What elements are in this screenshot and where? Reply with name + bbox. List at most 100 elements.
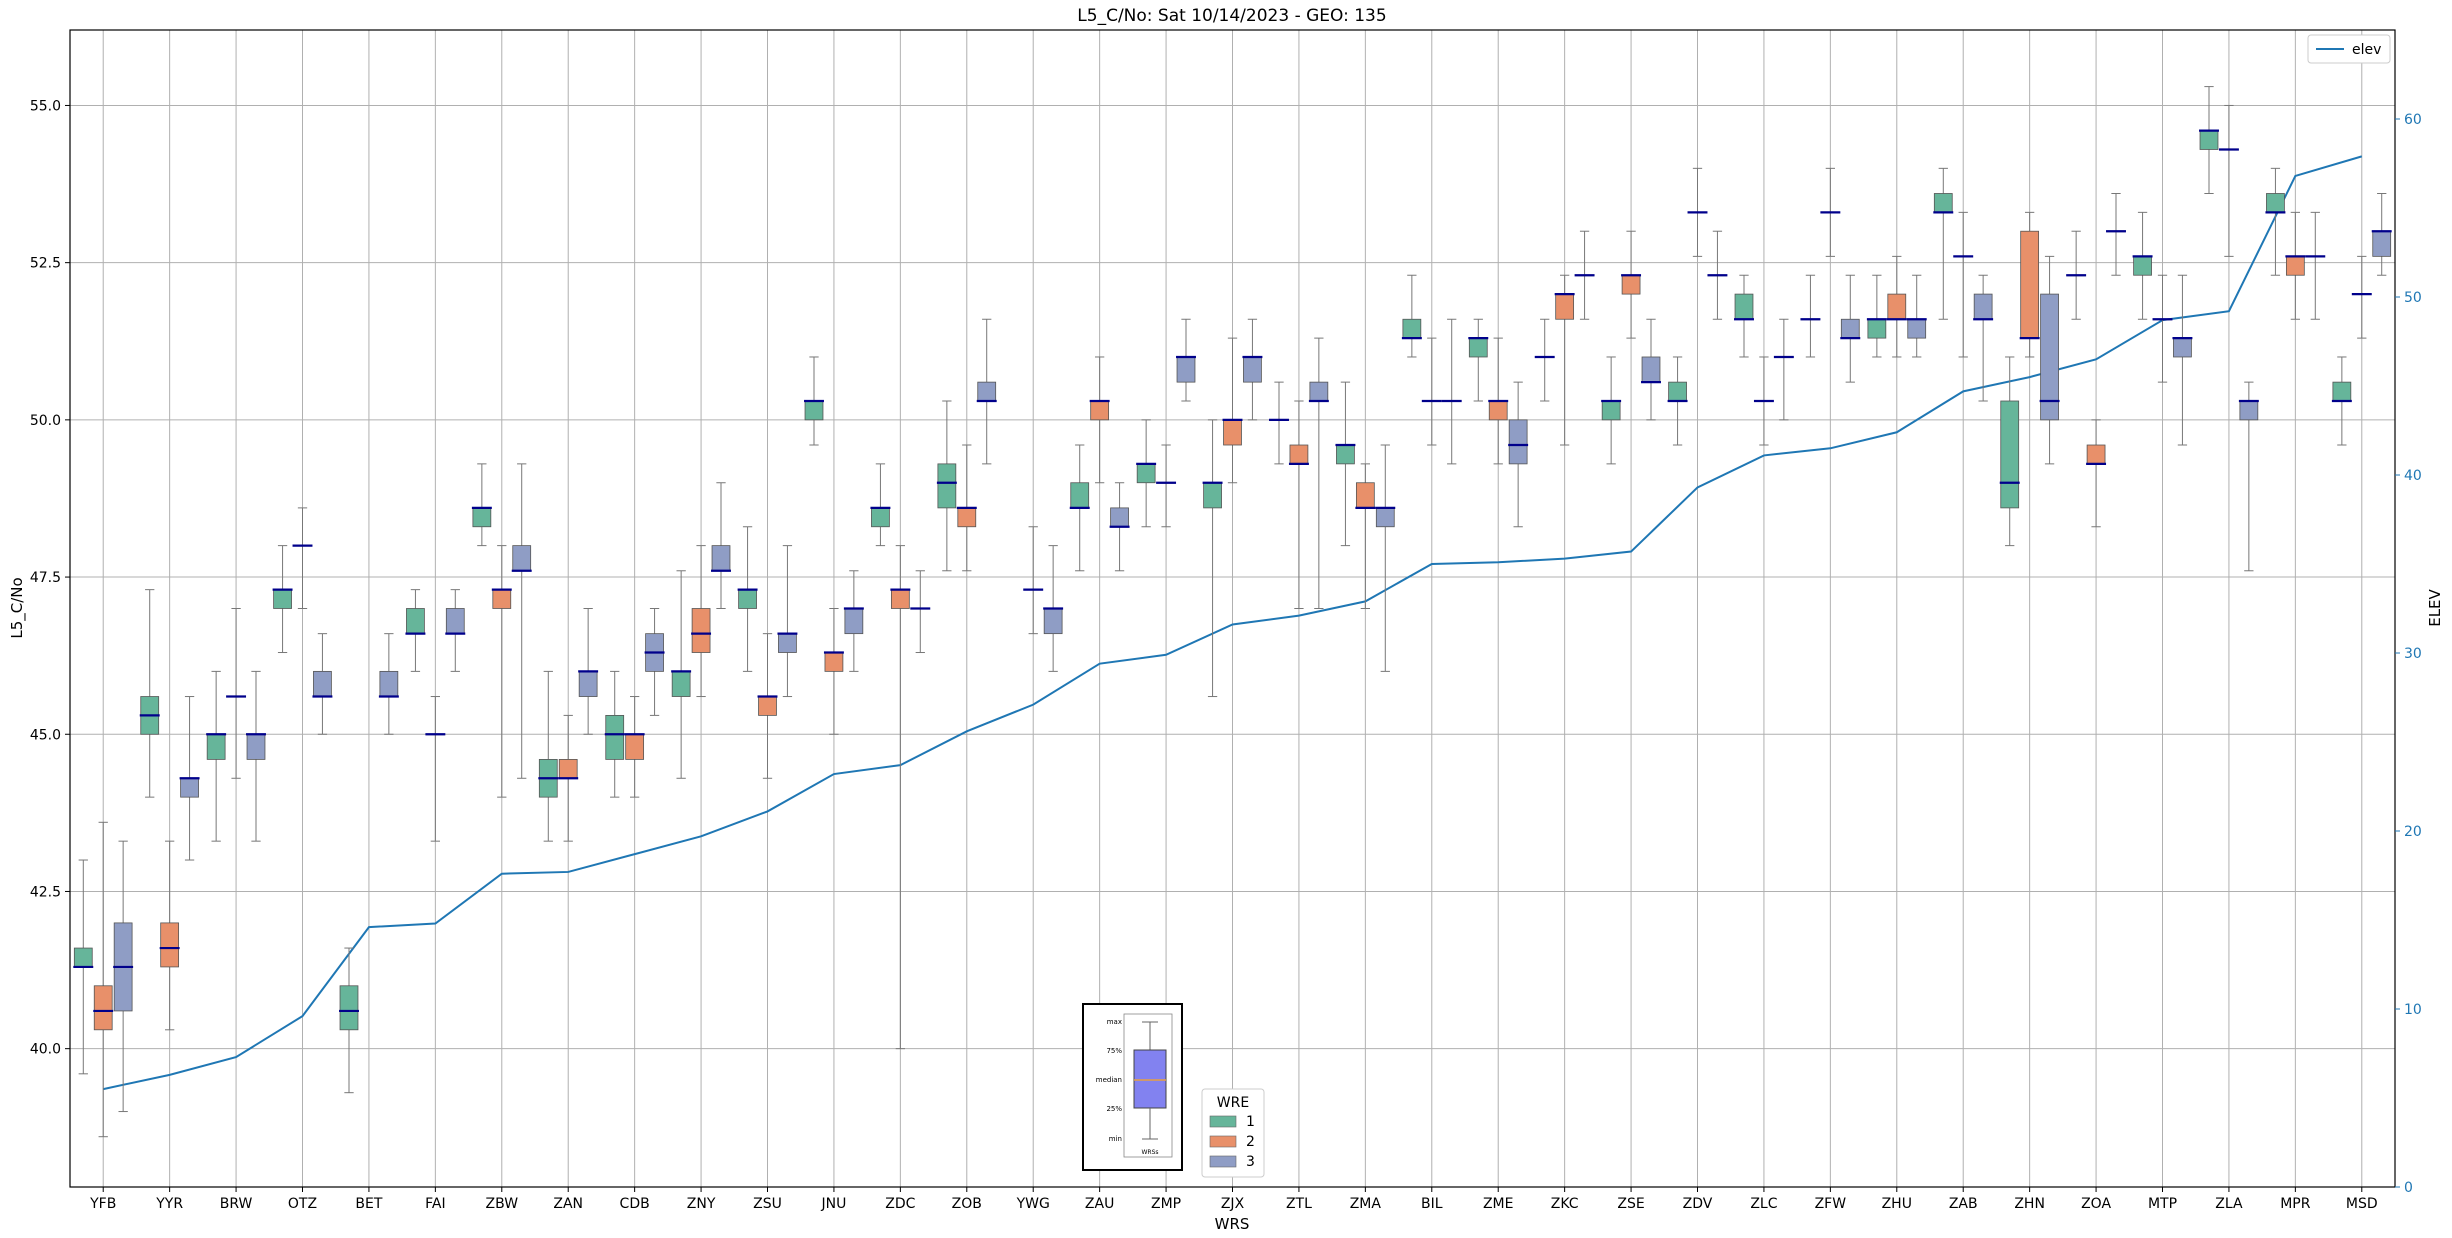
box-iqr — [246, 733, 266, 760]
wre-legend-swatch-3 — [1209, 1155, 1237, 1168]
box-zdc-wre2 — [890, 545, 911, 1050]
x-tick-label: MPR — [2280, 1196, 2311, 1212]
box-key-label-q3: 75% — [1106, 1047, 1122, 1055]
x-tick-label: MTP — [2148, 1196, 2177, 1212]
box-zmp-wre3 — [1176, 318, 1196, 402]
box-iqr — [1508, 419, 1528, 465]
wre-legend-title: WRE — [1217, 1095, 1249, 1111]
wre-legend-label-1: 1 — [1246, 1114, 1255, 1130]
box-msd-wre3 — [2371, 192, 2392, 276]
box-ywg-wre2 — [1023, 526, 1044, 635]
box-iqr — [160, 922, 180, 968]
x-tick-label: ZMA — [1350, 1196, 1382, 1212]
box-iqr — [1734, 293, 1754, 320]
box-zdc-wre3 — [910, 570, 931, 654]
y-tick-label: 42.5 — [30, 884, 61, 900]
box-iqr — [1243, 356, 1262, 383]
box-key-label-min: min — [1109, 1135, 1122, 1143]
box-iqr — [625, 733, 645, 760]
box-zjx-wre3 — [1242, 318, 1263, 421]
x-tick-label: YFB — [89, 1196, 116, 1212]
box-zab-wre1 — [1933, 167, 1954, 320]
box-iqr — [2372, 230, 2392, 257]
box-zhn-wre3 — [2039, 255, 2060, 465]
y2-tick-label: 0 — [2404, 1180, 2413, 1196]
box-zau-wre2 — [1089, 356, 1110, 484]
box-zhn-wre2 — [2019, 211, 2040, 358]
x-tick-label: ZOA — [2081, 1196, 2111, 1212]
box-iqr — [1136, 463, 1156, 484]
x-tick-label: ZDV — [1683, 1196, 1713, 1212]
box-zfw-wre1 — [1800, 274, 1821, 358]
box-yfb-wre3 — [113, 840, 134, 1113]
box-mtp-wre3 — [2172, 274, 2193, 446]
box-iqr — [1110, 507, 1129, 528]
box-zhu-wre1 — [1866, 274, 1887, 358]
box-otz-wre1 — [272, 545, 293, 654]
box-iqr — [406, 608, 425, 635]
box-zhn-wre1 — [1999, 356, 2020, 547]
box-zdv-wre2 — [1687, 167, 1708, 257]
box-msd-wre1 — [2331, 356, 2352, 446]
box-zny-wre2 — [691, 545, 712, 698]
box-zny-wre1 — [671, 570, 692, 779]
box-zob-wre3 — [976, 318, 997, 465]
box-iqr — [1867, 318, 1887, 339]
wre-legend-label-3: 3 — [1246, 1154, 1255, 1170]
x-tick-label: ZMP — [1151, 1196, 1181, 1212]
box-iqr — [93, 985, 113, 1031]
axes-layer: 40.0 42.5 45.0 47.5 50.0 52.5 55.0 0 10 20 30 40 50 6… — [30, 98, 2422, 1212]
elev-legend-label: elev — [2352, 42, 2381, 58]
x-tick-label: ZAB — [1949, 1196, 1978, 1212]
elev-layer — [103, 155, 2363, 1091]
box-iqr — [578, 670, 598, 697]
box-key-label-q1: 25% — [1106, 1105, 1122, 1113]
y2-tick-label: 20 — [2404, 824, 2422, 840]
box-key-inset: max 75% median 25% min WRSs — [1082, 1003, 1183, 1171]
box-zan-wre2 — [558, 714, 579, 842]
box-iqr — [1355, 482, 1375, 509]
box-key-label-median: median — [1096, 1076, 1122, 1084]
box-iqr — [2173, 337, 2192, 358]
box-zbw-wre3 — [511, 463, 532, 779]
box-iqr — [1090, 400, 1110, 421]
box-iqr — [824, 652, 844, 672]
box-zob-wre1 — [936, 400, 957, 572]
box-iqr — [778, 633, 797, 653]
box-fai-wre3 — [445, 589, 466, 672]
x-tick-label: JNU — [820, 1196, 846, 1212]
x-tick-label: ZOB — [952, 1196, 982, 1212]
y-tick-label: 47.5 — [30, 570, 61, 586]
box-msd-wre2 — [2351, 255, 2372, 339]
box-key-xlabel: WRSs — [1141, 1149, 1158, 1156]
box-iqr — [937, 463, 957, 509]
box-zlc-wre3 — [1773, 318, 1794, 421]
x-tick-label: ZBW — [486, 1196, 519, 1212]
box-zkc-wre2 — [1554, 274, 1575, 446]
box-iqr — [2000, 400, 2020, 509]
box-iqr — [180, 777, 199, 798]
y2-tick-label: 30 — [2404, 646, 2422, 662]
box-iqr — [2133, 255, 2152, 276]
box-iqr — [1402, 318, 1422, 339]
box-cdb-wre2 — [624, 696, 645, 798]
box-iqr — [957, 507, 977, 528]
y-tick-label: 50.0 — [30, 413, 61, 429]
box-zau-wre1 — [1069, 444, 1090, 572]
box-iqr — [1641, 356, 1661, 383]
box-zma-wre2 — [1355, 463, 1376, 609]
x-tick-label: MSD — [2346, 1196, 2378, 1212]
box-iqr — [977, 381, 997, 402]
box-bil-wre3 — [1441, 318, 1462, 465]
box-zoa-wre2 — [2086, 419, 2107, 528]
box-iqr — [206, 733, 226, 760]
y2-tick-label: 10 — [2404, 1002, 2422, 1018]
box-zlc-wre1 — [1734, 274, 1754, 358]
y-tick-label: 40.0 — [30, 1042, 61, 1058]
box-fai-wre1 — [405, 589, 426, 672]
box-ztl-wre1 — [1269, 381, 1289, 465]
box-iqr — [711, 545, 731, 572]
x-tick-label: ZJX — [1221, 1196, 1245, 1212]
box-iqr — [472, 507, 492, 528]
box-iqr — [1555, 293, 1575, 320]
